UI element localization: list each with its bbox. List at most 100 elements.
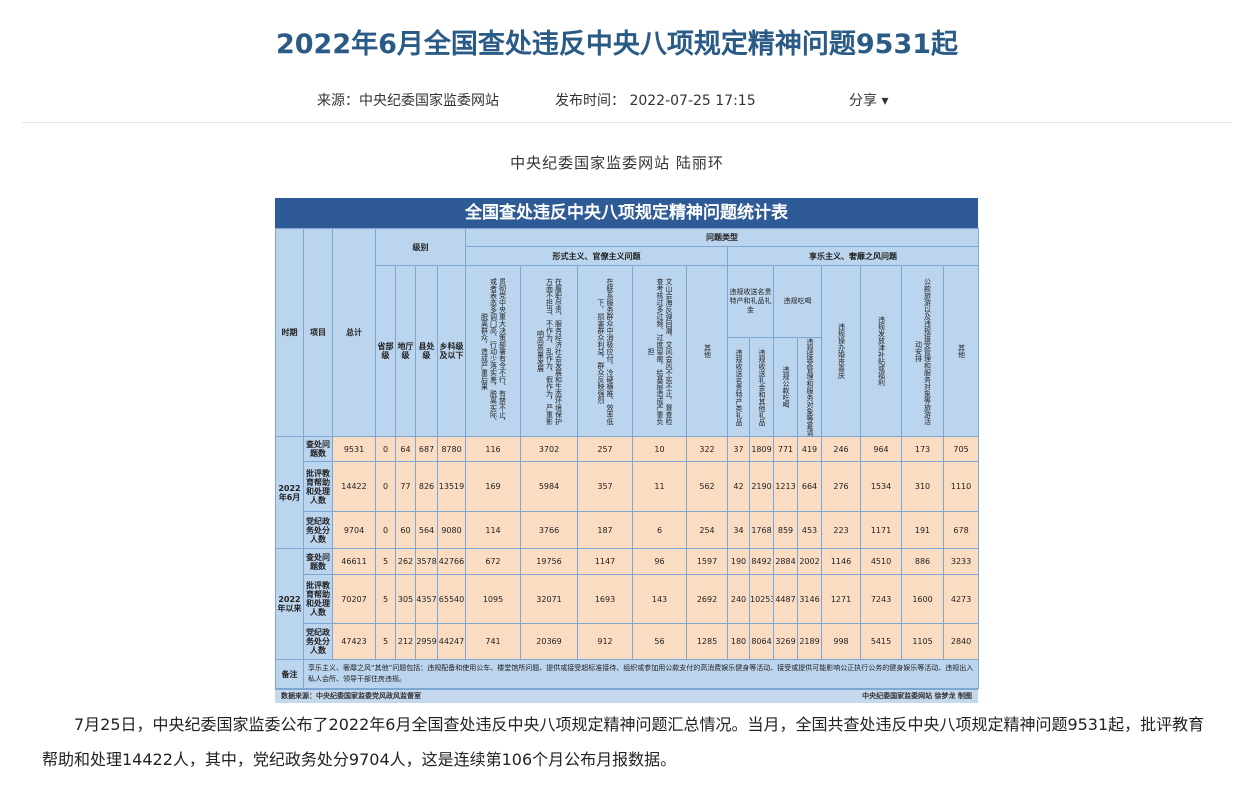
value-cell: 60 [395,511,416,549]
group-header: 违规吃喝 [773,265,822,338]
header-cell: 总计 [332,228,376,437]
value-cell: 9704 [332,511,376,549]
value-cell: 3702 [520,436,578,462]
column-header: 违规公款吃喝 [773,337,798,437]
value-cell: 4273 [942,574,980,624]
value-cell: 70207 [332,574,376,624]
value-cell: 1147 [577,548,633,575]
value-cell: 34 [727,511,750,549]
value-cell: 223 [821,511,861,549]
value-cell: 419 [797,436,822,462]
value-cell: 44247 [437,623,466,660]
data-row: 2022年6月 查处问题数 9531 0 64 687 8780 116 3702 257 10 32… [275,436,980,549]
header-cell: 级别 [375,228,466,266]
value-cell: 664 [797,461,822,512]
value-cell: 0 [375,461,396,512]
table-footer: 数据来源：中央纪委国家监委党风政风监督室 中央纪委国家监委网站 徐梦龙 制图 [275,689,978,703]
data-row: 批评教育帮助和处理人数 70207 5 305 4357 65540 1095 32071 16… [276,574,980,624]
data-row: 党纪政务处分人数 9704 0 60 564 9080 114 3766 187 6 254 34 17… [276,511,980,549]
level-header: 县处级 [415,265,438,437]
header-cell: 项目 [303,228,333,437]
column-header-text: 违规收送名贵特产类礼品 [735,348,743,426]
value-cell: 5415 [860,623,902,660]
value-cell: 8780 [437,436,466,462]
value-cell: 64 [395,436,416,462]
period-cell: 2022年以来 [275,548,304,660]
column-header: 其他 [942,265,980,437]
level-header: 地厅级 [395,265,416,437]
value-cell: 7243 [860,574,902,624]
value-cell: 826 [415,461,438,512]
value-cell: 254 [686,511,728,549]
column-header: 违规操办婚丧喜庆 [821,265,861,437]
item-cell: 党纪政务处分人数 [303,623,333,660]
value-cell: 56 [632,623,687,660]
column-header: 贯彻党中央重大决策部署有令不行、有禁不止，或者表态多调门高、行动少落实差，脱离实… [465,265,521,437]
value-cell: 2840 [942,623,980,660]
value-cell: 1095 [465,574,521,624]
value-cell: 5 [375,623,396,660]
value-cell: 13519 [437,461,466,512]
value-cell: 1768 [749,511,774,549]
value-cell: 5 [375,548,396,575]
value-cell: 4510 [860,548,902,575]
column-header: 文山会海反弹回潮，文风会风不实不正，督查检查考核过多过频、过度留痕，给基层造成严… [632,265,687,437]
value-cell: 562 [686,461,728,512]
table-title: 全国查处违反中央八项规定精神问题统计表 [275,198,978,228]
value-cell: 262 [395,548,416,575]
value-cell: 10 [632,436,687,462]
column-header: 在履职尽责、服务经济社会发展和生态环境保护方面不担当、不作为、乱作为、假作为，严… [520,265,578,437]
value-cell: 9080 [437,511,466,549]
value-cell: 886 [901,548,944,575]
column-header: 违规收送名贵特产类礼品 [727,337,750,437]
column-header-text: 违规接受管理和服务对象等宴请 [806,338,814,436]
value-cell: 5984 [520,461,578,512]
value-cell: 32071 [520,574,578,624]
value-cell: 741 [465,623,521,660]
value-cell: 8492 [749,548,774,575]
value-cell: 1597 [686,548,728,575]
header-row: 时期 项目 总计 级别 问题类型 [275,228,980,437]
value-cell: 191 [901,511,944,549]
publish-time: 发布时间： 2022-07-25 17:15 [555,93,756,109]
column-header: 在联系服务群众中消极应付、冷硬横推、效率低下，损害群众利益，群众反映强烈 [577,265,633,437]
share-button[interactable]: 分享 ▾ [849,93,889,109]
item-cell: 批评教育帮助和处理人数 [303,461,333,512]
item-cell: 批评教育帮助和处理人数 [303,574,333,624]
value-cell: 672 [465,548,521,575]
header-cell: 问题类型 [464,228,980,247]
column-header-text: 违规操办婚丧喜庆 [837,323,846,379]
value-cell: 187 [577,511,633,549]
value-cell: 2002 [797,548,822,575]
data-row: 2022年以来 查处问题数 46611 5 262 3578 42766 672 19756 11… [275,548,980,660]
value-cell: 705 [942,436,980,462]
value-cell: 4487 [773,574,798,624]
value-cell: 96 [632,548,687,575]
level-header: 乡科级及以下 [437,265,466,437]
value-cell: 305 [395,574,416,624]
header-cell: 享乐主义、奢靡之风问题 [726,246,980,266]
column-header-text: 文山会海反弹回潮，文风会风不实不正，督查检查考核过多过频、过度留痕，给基层造成严… [647,277,673,425]
value-cell: 19756 [520,548,578,575]
column-header-text: 违规收送礼金和其他礼品 [758,348,766,426]
value-cell: 10253 [749,574,774,624]
value-cell: 14422 [332,461,376,512]
column-header-text: 在履职尽责、服务经济社会发展和生态环境保护方面不担当、不作为、乱作为、假作为，严… [536,277,563,425]
value-cell: 11 [632,461,687,512]
value-cell: 453 [797,511,822,549]
value-cell: 190 [727,548,750,575]
value-cell: 310 [901,461,944,512]
value-cell: 212 [395,623,416,660]
group-header: 违规收送名贵特产和礼品礼金 [727,265,774,338]
value-cell: 37 [727,436,750,462]
header-row: 省部级 地厅级 县处级 乡科级及以下 贯彻党中央重大决策部署有令不行、有禁不止，或者表态… [276,265,980,437]
header-row: 形式主义、官僚主义问题 享乐主义、奢靡之风问题 [276,246,980,266]
value-cell: 276 [821,461,861,512]
column-header: 违规接受管理和服务对象等宴请 [797,337,822,437]
value-cell: 2190 [749,461,774,512]
value-cell: 3766 [520,511,578,549]
value-cell: 169 [465,461,521,512]
divider [22,122,1232,123]
value-cell: 2959 [415,623,438,660]
share-label[interactable]: 分享 [849,93,877,109]
